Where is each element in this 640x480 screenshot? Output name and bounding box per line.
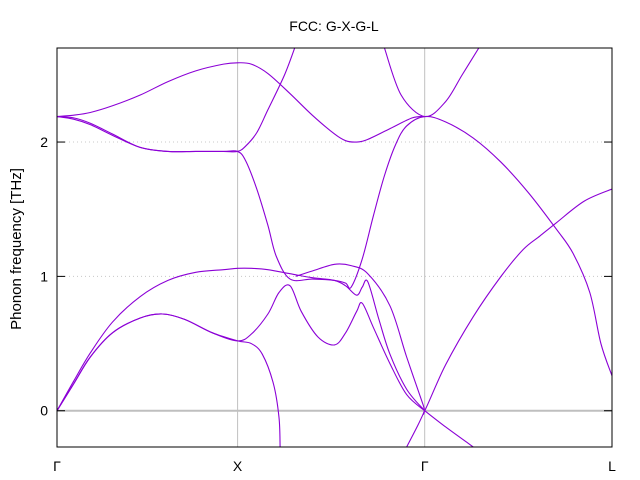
plot-frame <box>56 47 613 448</box>
tick-layer: 0 1 2 Γ X Γ L <box>40 134 616 474</box>
grid-layer <box>57 48 612 447</box>
phonon-band-7 <box>295 188 612 415</box>
y-tick-label: 2 <box>40 134 48 150</box>
phonon-band-3 <box>57 115 612 376</box>
x-tick-label: L <box>608 458 616 474</box>
phonon-band-1 <box>57 62 425 143</box>
phonon-band-8 <box>424 410 474 447</box>
x-tick-label: X <box>233 458 243 474</box>
series-layer <box>57 48 612 447</box>
x-tick-label: Γ <box>53 458 61 474</box>
phonon-band-2 <box>57 48 296 153</box>
phonon-band-6 <box>57 313 281 447</box>
y-tick-label: 0 <box>40 403 48 419</box>
y-axis-label: Phonon frequency [THz] <box>8 168 25 330</box>
y-tick-label: 1 <box>40 268 48 284</box>
phonon-band-9 <box>406 410 426 447</box>
x-tick-label: Γ <box>421 458 429 474</box>
chart-title: FCC: G-X-G-L <box>289 18 379 34</box>
phonon-band-4 <box>57 267 426 412</box>
phonon-band-10 <box>383 48 480 118</box>
phonon-band-5 <box>57 284 426 412</box>
